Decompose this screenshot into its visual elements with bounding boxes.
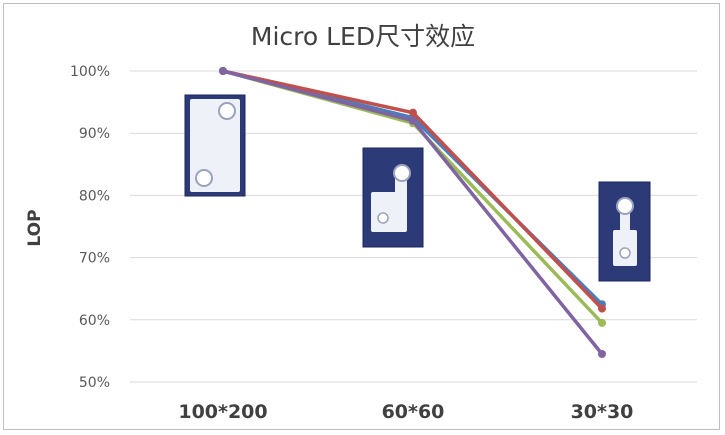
chart-title: Micro LED尺寸效应	[251, 22, 475, 51]
x-tick-label: 30*30	[571, 401, 634, 423]
y-tick-label: 90%	[79, 126, 110, 142]
y-tick-label: 80%	[79, 188, 110, 204]
chip-inset-photos	[184, 94, 651, 282]
data-point	[598, 318, 606, 327]
series-lines	[219, 67, 606, 359]
chip-30x30-photo	[598, 181, 651, 282]
y-tick-label: 50%	[79, 375, 110, 391]
y-axis-label: LOP	[25, 209, 45, 246]
y-tick-labels: 50% 60% 70% 80% 90% 100%	[70, 64, 110, 391]
data-point	[598, 350, 606, 359]
x-tick-labels: 100*200 60*60 30*30	[178, 401, 633, 423]
y-tick-label: 70%	[79, 251, 110, 267]
data-point	[409, 116, 417, 125]
chip-100x200-photo	[184, 94, 246, 197]
data-point	[598, 304, 606, 313]
data-point	[219, 67, 227, 75]
data-point	[409, 108, 417, 117]
x-tick-label: 60*60	[382, 401, 445, 423]
x-tick-label: 100*200	[178, 401, 267, 423]
y-tick-label: 100%	[70, 64, 110, 80]
chip-60x60-photo	[362, 147, 424, 248]
y-tick-label: 60%	[79, 313, 110, 329]
